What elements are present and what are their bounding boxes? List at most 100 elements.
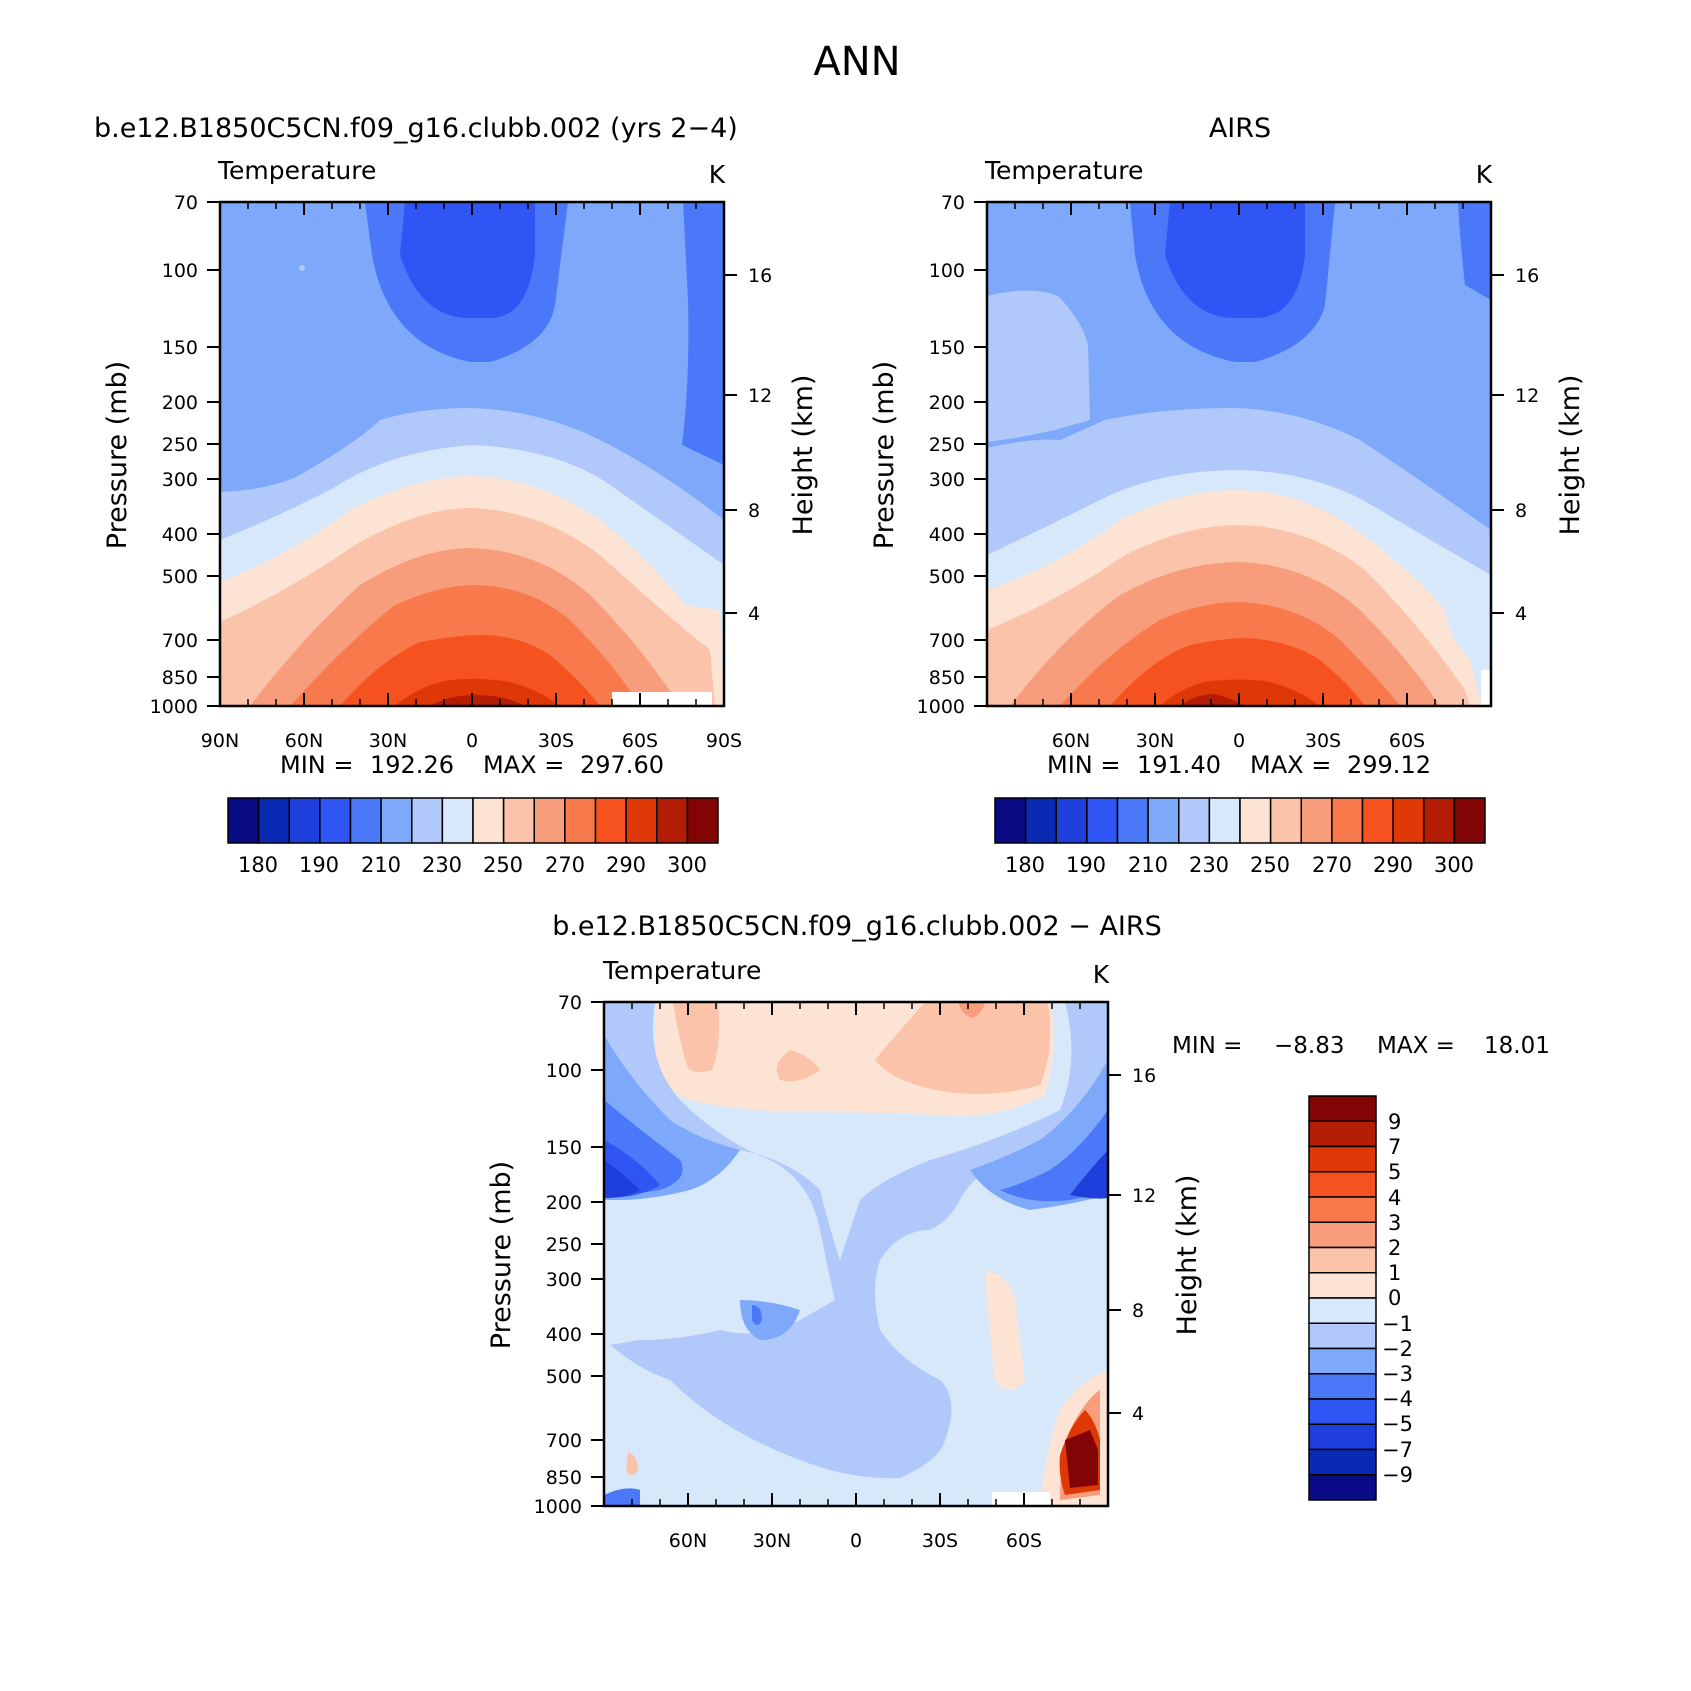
diff-panel: b.e12.B1850C5CN.f09_g16.clubb.002 − AIRS… <box>486 911 1550 1552</box>
obs-colorbar-label: 230 <box>1189 853 1229 877</box>
colorbar-swatch <box>227 797 260 844</box>
colorbar-swatch <box>319 797 352 844</box>
model-colorbar-label: 250 <box>483 853 523 877</box>
colorbar-swatch <box>380 797 413 844</box>
diff-colorbar-label: 1 <box>1388 1261 1401 1285</box>
obs-colorbar-label: 290 <box>1373 853 1413 877</box>
model-variable-label: Temperature <box>217 156 376 185</box>
obs-colorbar <box>994 797 1486 844</box>
diff-min-label: MIN = <box>1172 1033 1242 1059</box>
obs-lat-tick: 60S <box>1389 730 1425 752</box>
obs-contour-field <box>987 202 1491 706</box>
colorbar-swatch <box>257 797 290 844</box>
diff-pressure-axis <box>591 1001 604 1507</box>
model-colorbar-label: 190 <box>299 853 339 877</box>
diff-pressure-tick: 850 <box>546 1467 582 1489</box>
colorbar-swatch <box>1308 1171 1377 1198</box>
obs-band-230-cap <box>987 290 1090 442</box>
model-pressure-tick: 500 <box>162 566 198 588</box>
diff-colorbar-label: −9 <box>1382 1463 1413 1487</box>
colorbar-swatch <box>349 797 382 844</box>
model-colorbar-label: 270 <box>545 853 585 877</box>
colorbar-swatch <box>288 797 321 844</box>
diff-contour-field <box>604 1002 1108 1506</box>
diff-band-1to2-mid <box>776 1050 820 1082</box>
diff-lat-tick: 0 <box>850 1530 862 1552</box>
obs-band-200 <box>1165 202 1305 318</box>
obs-colorbar-label: 250 <box>1250 853 1290 877</box>
diff-colorbar-label: −7 <box>1382 1438 1413 1462</box>
diff-height-tick: 4 <box>1132 1403 1144 1425</box>
colorbar-swatch <box>1308 1272 1377 1299</box>
obs-max-label: MAX = <box>1250 751 1331 779</box>
model-pressure-tick: 1000 <box>150 696 198 718</box>
model-pressure-tick: 850 <box>162 667 198 689</box>
colorbar-swatch <box>1308 1423 1377 1451</box>
model-min-label: MIN = <box>280 751 353 779</box>
model-band-290 <box>395 678 560 706</box>
colorbar-swatch <box>533 797 566 844</box>
model-band-210-south <box>682 202 724 465</box>
model-pressure-tick: 250 <box>162 434 198 456</box>
diff-colorbar-label: 7 <box>1388 1135 1401 1159</box>
colorbar-swatch <box>1423 797 1456 844</box>
obs-height-tick: 12 <box>1515 385 1539 407</box>
model-height-tick: 4 <box>748 603 760 625</box>
diff-minor-ticks <box>631 1002 1081 1506</box>
diff-band-neg5-east <box>1070 1150 1108 1199</box>
diff-height-axis <box>1108 1074 1121 1414</box>
model-pressure-tick: 700 <box>162 630 198 652</box>
diff-ylabel: Pressure (mb) <box>486 1161 517 1349</box>
obs-colorbar-label: 210 <box>1128 853 1168 877</box>
diff-band-1to2-column <box>985 1270 1025 1390</box>
colorbar-swatch <box>625 797 658 844</box>
diff-colorbar-label: 4 <box>1388 1186 1401 1210</box>
diff-colorbar-label: −5 <box>1382 1412 1413 1436</box>
diff-pressure-tick: 500 <box>546 1366 582 1388</box>
model-height-tick: 16 <box>748 265 772 287</box>
model-max-value: 297.60 <box>580 751 664 779</box>
model-contour-field <box>220 202 724 706</box>
colorbar-swatch <box>1308 1347 1377 1375</box>
model-lat-tick: 60N <box>285 730 323 752</box>
model-pressure-axis <box>207 201 220 707</box>
obs-colorbar-label: 270 <box>1312 853 1352 877</box>
diff-pressure-tick: 70 <box>558 992 582 1014</box>
colorbar-swatch <box>1055 797 1088 844</box>
colorbar-swatch <box>411 797 444 844</box>
obs-colorbar-label: 300 <box>1434 853 1474 877</box>
diff-pressure-tick: 150 <box>546 1137 582 1159</box>
colorbar-swatch <box>1300 797 1333 844</box>
diff-sfc-missing <box>992 1492 1050 1506</box>
diff-sfc-cold <box>604 1488 640 1506</box>
diff-colorbar-label: 0 <box>1388 1286 1401 1310</box>
colorbar-swatch <box>1308 1221 1377 1249</box>
diff-colorbar-label: 2 <box>1388 1236 1401 1260</box>
model-panel: b.e12.B1850C5CN.f09_g16.clubb.002 (yrs 2… <box>94 113 819 877</box>
colorbar-swatch <box>1392 797 1425 844</box>
colorbar-swatch <box>1086 797 1119 844</box>
model-lat-tick: 30S <box>538 730 574 752</box>
model-units-label: K <box>709 160 726 189</box>
obs-missing-data <box>1481 670 1491 706</box>
obs-pressure-tick: 100 <box>929 260 965 282</box>
diff-max-value: 18.01 <box>1484 1033 1550 1059</box>
model-pressure-tick: 150 <box>162 337 198 359</box>
model-lat-tick: 0 <box>466 730 478 752</box>
model-pressure-tick: 200 <box>162 392 198 414</box>
diff-colorbar-label: −3 <box>1382 1362 1413 1386</box>
diff-colorbar-label: −4 <box>1382 1387 1413 1411</box>
colorbar-swatch <box>1147 797 1180 844</box>
model-height-axis <box>724 274 737 614</box>
obs-pressure-tick: 70 <box>941 192 965 214</box>
colorbar-swatch <box>1024 797 1057 844</box>
obs-colorbar-label: 190 <box>1066 853 1106 877</box>
obs-pressure-tick: 400 <box>929 524 965 546</box>
diff-colorbar-label: 3 <box>1388 1211 1401 1235</box>
model-pressure-tick: 70 <box>174 192 198 214</box>
colorbar-swatch <box>1308 1145 1377 1173</box>
diff-colorbar <box>1308 1095 1377 1501</box>
obs-pressure-tick: 250 <box>929 434 965 456</box>
obs-band-210-south <box>1458 202 1491 300</box>
colorbar-swatch <box>1116 797 1149 844</box>
